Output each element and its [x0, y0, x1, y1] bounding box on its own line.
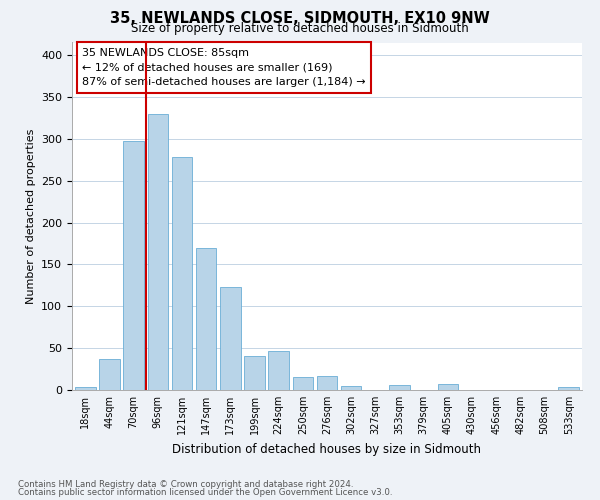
Bar: [148, 114, 168, 390]
Bar: [389, 385, 410, 390]
Bar: [341, 386, 361, 390]
Bar: [244, 356, 265, 390]
Bar: [317, 376, 337, 390]
Bar: [172, 157, 192, 390]
Bar: [559, 388, 579, 390]
Bar: [220, 287, 241, 390]
Text: 35 NEWLANDS CLOSE: 85sqm
← 12% of detached houses are smaller (169)
87% of semi-: 35 NEWLANDS CLOSE: 85sqm ← 12% of detach…: [82, 48, 366, 88]
X-axis label: Distribution of detached houses by size in Sidmouth: Distribution of detached houses by size …: [173, 442, 482, 456]
Bar: [293, 376, 313, 390]
Bar: [196, 248, 217, 390]
Text: Size of property relative to detached houses in Sidmouth: Size of property relative to detached ho…: [131, 22, 469, 35]
Bar: [124, 142, 144, 390]
Text: 35, NEWLANDS CLOSE, SIDMOUTH, EX10 9NW: 35, NEWLANDS CLOSE, SIDMOUTH, EX10 9NW: [110, 11, 490, 26]
Bar: [75, 386, 95, 390]
Bar: [99, 359, 120, 390]
Text: Contains public sector information licensed under the Open Government Licence v3: Contains public sector information licen…: [18, 488, 392, 497]
Y-axis label: Number of detached properties: Number of detached properties: [26, 128, 35, 304]
Bar: [268, 352, 289, 390]
Bar: [437, 384, 458, 390]
Text: Contains HM Land Registry data © Crown copyright and database right 2024.: Contains HM Land Registry data © Crown c…: [18, 480, 353, 489]
